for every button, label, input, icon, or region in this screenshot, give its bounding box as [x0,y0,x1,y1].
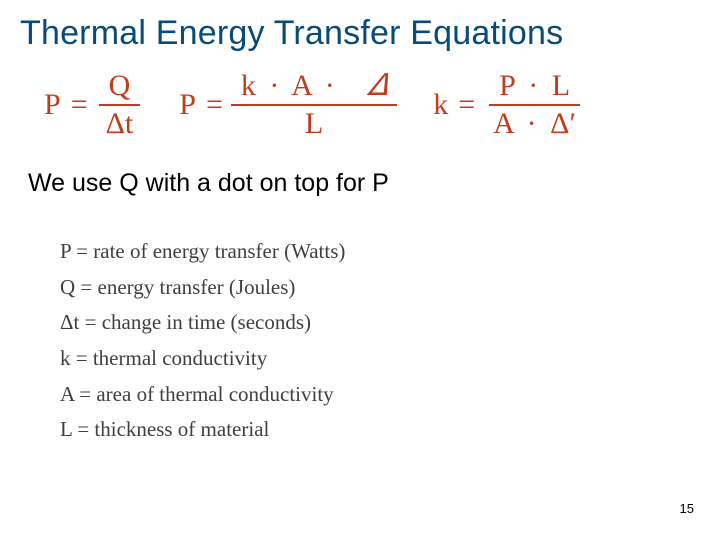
eq2-lhs: P [179,90,206,120]
definition-row: A = area of thermal conductivity [60,377,700,413]
eq3-fraction: P · L A · Δ′ [483,71,586,139]
eq3-num-p: P [499,69,515,102]
def-sym: Δt [60,310,79,334]
def-text: change in time (seconds) [102,310,311,334]
eq1-numerator: Q [99,71,141,106]
definition-row: Δt = change in time (seconds) [60,305,700,341]
eq3-numerator: P · L [489,71,580,106]
eq2-numerator: k · A · 𝛥 [231,71,397,106]
eq3-denominator: A · Δ′ [483,106,586,139]
def-sym: Q [60,275,75,299]
def-text: area of thermal conductivity [96,382,333,406]
eq2-num-tail: 𝛥 [348,69,387,102]
eq1-denominator: Δt [96,106,144,139]
dot-operator-icon: · [522,69,544,102]
dot-operator-icon: · [263,69,285,102]
def-text: rate of energy transfer (Watts) [93,239,345,263]
def-sym: L [60,417,72,441]
eq3-lhs: k [433,90,458,120]
equation-k-solve: k = P · L A · Δ′ [433,71,586,139]
def-sym: P [60,239,71,263]
dot-operator-icon: · [521,107,543,140]
equation-power-definition: P = Q Δt [44,71,143,139]
equals-sign: = [85,310,102,334]
eq2-num-k: k [241,69,256,102]
definition-row: k = thermal conductivity [60,341,700,377]
equals-sign: = [79,382,96,406]
eq1-lhs: P [44,90,71,120]
def-text: thickness of material [94,417,269,441]
dot-operator-icon: · [319,69,341,102]
note-text: We use Q with a dot on top for P [28,169,700,198]
eq1-fraction: Q Δt [96,71,144,139]
eq3-den-delta: Δ′ [550,107,576,140]
definition-row: L = thickness of material [60,412,700,448]
page-title: Thermal Energy Transfer Equations [20,14,700,53]
equals-sign: = [80,275,97,299]
eq2-fraction: k · A · 𝛥 L [231,71,397,139]
def-text: thermal conductivity [93,346,267,370]
equation-row: P = Q Δt P = k · A · 𝛥 L [20,71,700,139]
eq3-num-l: L [552,69,570,102]
def-sym: k [60,346,71,370]
equals-sign: = [206,90,231,120]
equals-sign: = [76,346,93,370]
equals-sign: = [71,90,96,120]
def-sym: A [60,382,74,406]
equals-sign: = [76,239,93,263]
equals-sign: = [77,417,94,441]
eq3-den-a: A [493,107,513,140]
eq2-denominator: L [295,106,333,139]
definition-row: Q = energy transfer (Joules) [60,270,700,306]
slide: Thermal Energy Transfer Equations P = Q … [0,0,720,540]
definition-row: P = rate of energy transfer (Watts) [60,234,700,270]
equals-sign: = [458,90,483,120]
def-text: energy transfer (Joules) [98,275,296,299]
definitions-list: P = rate of energy transfer (Watts) Q = … [20,234,700,448]
equation-conduction: P = k · A · 𝛥 L [179,71,397,139]
page-number: 15 [680,501,694,516]
eq2-num-a: A [291,69,311,102]
